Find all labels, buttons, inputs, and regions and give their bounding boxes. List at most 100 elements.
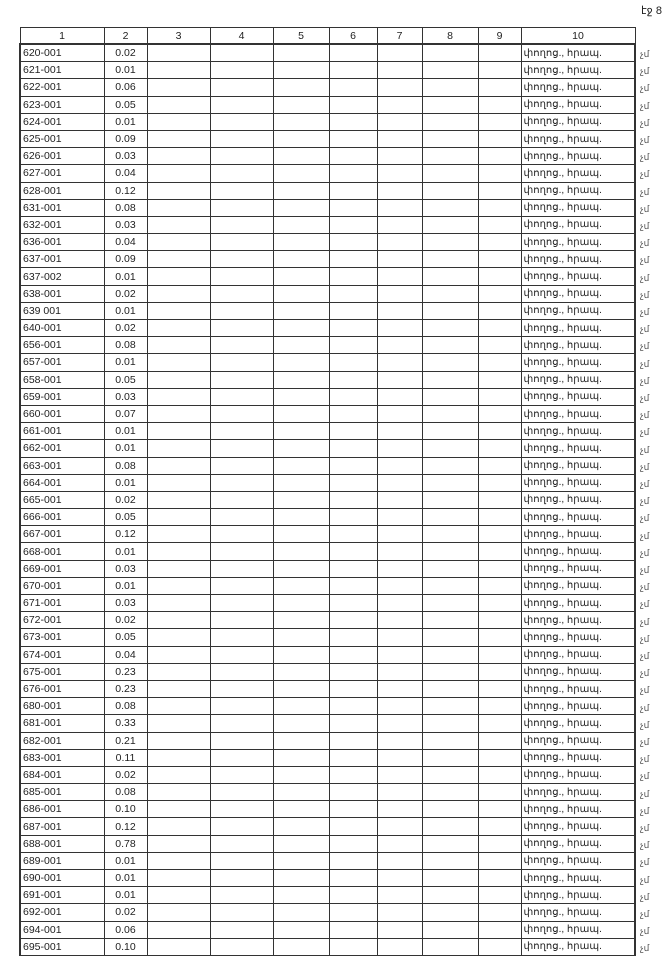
empty-cell-col-6 <box>328 937 378 956</box>
empty-cell-col-3 <box>146 233 211 252</box>
empty-cell-col-4 <box>209 147 274 166</box>
empty-cell-col-4 <box>209 164 274 183</box>
empty-cell-col-6 <box>328 267 378 286</box>
empty-cell-col-5 <box>272 164 330 183</box>
area-value: 0.21 <box>103 731 148 750</box>
empty-cell-col-6 <box>328 525 378 544</box>
empty-cell-col-8 <box>421 284 479 303</box>
empty-cell-col-9 <box>477 267 522 286</box>
table-row: 621-001 0.01 փողոց., հրապ. <box>19 61 636 80</box>
empty-cell-col-8 <box>421 439 479 458</box>
street-cell: փողոց., հրապ. <box>520 404 636 424</box>
area-value: 0.12 <box>103 181 148 200</box>
empty-cell-col-3 <box>146 61 211 80</box>
empty-cell-col-7 <box>376 868 423 888</box>
parcel-code: 672-001 <box>19 611 105 630</box>
empty-cell-col-5 <box>272 508 330 527</box>
empty-cell-col-7 <box>376 404 423 424</box>
margin-mark: չմ <box>640 633 650 644</box>
area-value: 0.11 <box>103 748 148 767</box>
street-cell: փողոց., հրապ. <box>520 284 636 303</box>
column-header-10: 10 <box>520 27 636 45</box>
margin-mark: չմ <box>640 651 650 661</box>
area-value: 0.05 <box>103 370 148 389</box>
empty-cell-col-6 <box>328 542 378 561</box>
area-value: 0.03 <box>103 387 148 406</box>
empty-cell-col-4 <box>209 43 274 63</box>
street-cell: փողոց., հրապ. <box>520 508 636 527</box>
empty-cell-col-3 <box>146 662 211 681</box>
empty-cell-col-6 <box>328 593 378 613</box>
empty-cell-col-6 <box>328 456 378 475</box>
empty-cell-col-6 <box>328 817 378 836</box>
empty-cell-col-7 <box>376 920 423 939</box>
parcel-code: 639 001 <box>19 301 105 321</box>
table-row: 664-001 0.01 փողոց., հրապ. <box>19 473 636 492</box>
table-row: 640-001 0.02 փողոց., հրապ. <box>19 318 636 338</box>
street-cell: փողոց., հրապ. <box>520 903 636 922</box>
street-cell: փողոց., հրապ. <box>520 353 636 372</box>
table-row: 672-001 0.02 փողոց., հրապ. <box>19 611 636 630</box>
empty-cell-col-8 <box>421 370 479 389</box>
empty-cell-col-6 <box>328 387 378 406</box>
empty-cell-col-4 <box>209 490 274 510</box>
margin-mark: չմ <box>640 324 650 335</box>
empty-cell-col-4 <box>209 233 274 252</box>
area-value: 0.12 <box>103 817 148 836</box>
margin-mark: չմ <box>640 616 650 627</box>
empty-cell-col-5 <box>272 834 330 853</box>
margin-mark: չմ <box>640 599 650 610</box>
area-value: 0.23 <box>103 662 148 681</box>
empty-cell-col-6 <box>328 714 378 733</box>
margin-mark: չմ <box>640 805 650 816</box>
street-cell: փողոց., հրապ. <box>520 147 636 166</box>
empty-cell-col-3 <box>146 525 211 544</box>
empty-cell-col-6 <box>328 301 378 321</box>
empty-cell-col-9 <box>477 439 522 458</box>
table-row: 673-001 0.05 փողոց., հրապ. <box>19 628 636 647</box>
empty-cell-col-5 <box>272 181 330 200</box>
margin-mark: չմ <box>640 444 650 455</box>
parcel-code: 637-002 <box>19 267 105 286</box>
empty-cell-col-9 <box>477 731 522 750</box>
empty-cell-col-5 <box>272 559 330 578</box>
area-value: 0.01 <box>103 868 148 888</box>
empty-cell-col-8 <box>421 215 479 235</box>
empty-cell-col-8 <box>421 147 479 166</box>
empty-cell-col-9 <box>477 422 522 441</box>
table-row: 669-001 0.03 փողոց., հրապ. <box>19 559 636 578</box>
empty-cell-col-4 <box>209 353 274 372</box>
margin-mark: չմ <box>640 719 650 730</box>
empty-cell-col-4 <box>209 628 274 647</box>
empty-cell-col-6 <box>328 628 378 647</box>
empty-cell-col-5 <box>272 748 330 767</box>
parcel-code: 692-001 <box>19 903 105 922</box>
margin-mark: չմ <box>640 135 650 145</box>
table-row: 694-001 0.06 փողոց., հրապ. <box>19 920 636 939</box>
empty-cell-col-7 <box>376 903 423 922</box>
area-value: 0.02 <box>103 611 148 630</box>
empty-cell-col-4 <box>209 800 274 819</box>
empty-cell-col-6 <box>328 61 378 80</box>
empty-cell-col-8 <box>421 576 479 596</box>
empty-cell-col-9 <box>477 525 522 544</box>
empty-cell-col-3 <box>146 439 211 458</box>
empty-cell-col-9 <box>477 353 522 372</box>
margin-mark: չմ <box>640 358 650 369</box>
empty-cell-col-3 <box>146 800 211 819</box>
street-cell: փողոց., հրապ. <box>520 439 636 458</box>
empty-cell-col-5 <box>272 679 330 699</box>
empty-cell-col-8 <box>421 78 479 97</box>
street-cell: փողոց., հրապ. <box>520 783 636 802</box>
street-cell: փողոց., հրապ. <box>520 765 636 785</box>
empty-cell-col-8 <box>421 422 479 441</box>
area-value: 0.06 <box>103 78 148 97</box>
empty-cell-col-6 <box>328 284 378 303</box>
empty-cell-col-9 <box>477 593 522 613</box>
empty-cell-col-8 <box>421 645 479 664</box>
empty-cell-col-9 <box>477 198 522 217</box>
parcel-code: 668-001 <box>19 542 105 561</box>
empty-cell-col-3 <box>146 731 211 750</box>
margin-mark: չմ <box>640 289 650 300</box>
empty-cell-col-6 <box>328 868 378 888</box>
